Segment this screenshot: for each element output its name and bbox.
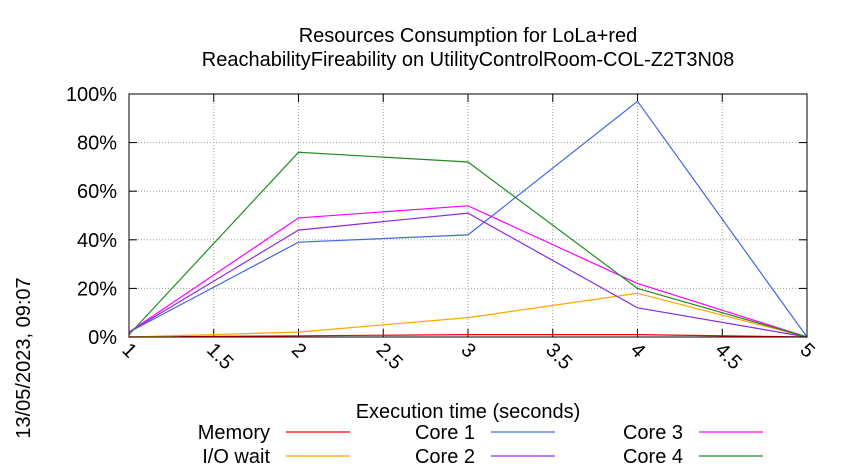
legend-label: I/O wait	[202, 446, 270, 468]
legend-label: Core 4	[623, 446, 683, 468]
chart-title-line1: Resources Consumption for LoLa+red	[299, 25, 638, 47]
x-tick-label: 2	[287, 339, 310, 362]
x-tick-labels: 1 1.5 2 2.5 3 3.5 4 4.5 5	[117, 339, 818, 374]
y-tick-label: 100%	[66, 84, 117, 106]
x-axis-label: Execution time (seconds)	[356, 401, 581, 423]
plot-frame	[128, 93, 808, 338]
series-line-core-3	[128, 205, 808, 338]
grid-lines	[128, 93, 808, 338]
timestamp-label: 13/05/2023, 09:07	[13, 277, 35, 438]
x-tick-label: 4	[626, 339, 649, 362]
legend-label: Core 1	[415, 422, 475, 444]
legend-label: Memory	[198, 422, 270, 444]
legend-label: Core 3	[623, 422, 683, 444]
y-tick-label: 20%	[77, 278, 117, 300]
chart-title-line2: ReachabilityFireability on UtilityContro…	[202, 49, 734, 71]
y-tick-label: 80%	[77, 133, 117, 155]
series-lines	[128, 100, 808, 338]
x-tick-label: 2.5	[372, 339, 407, 374]
x-tick-label: 1.5	[202, 339, 237, 374]
y-tick-label: 0%	[88, 327, 117, 349]
y-tick-label: 40%	[77, 230, 117, 252]
x-tick-label: 5	[795, 339, 818, 362]
series-line-core-4	[128, 151, 808, 338]
y-tick-label: 60%	[77, 181, 117, 203]
legend-label: Core 2	[415, 446, 475, 468]
y-tick-labels: 0% 20% 40% 60% 80% 100%	[66, 84, 117, 349]
series-line-i-o-wait	[128, 292, 808, 338]
x-tick-label: 1	[117, 339, 140, 362]
series-line-core-1	[128, 100, 808, 338]
x-tick-label: 4.5	[711, 339, 746, 374]
x-tick-label: 3	[456, 339, 479, 362]
series-line-memory	[128, 334, 808, 338]
x-tick-label: 3.5	[541, 339, 576, 374]
series-line-core-2	[128, 212, 808, 338]
